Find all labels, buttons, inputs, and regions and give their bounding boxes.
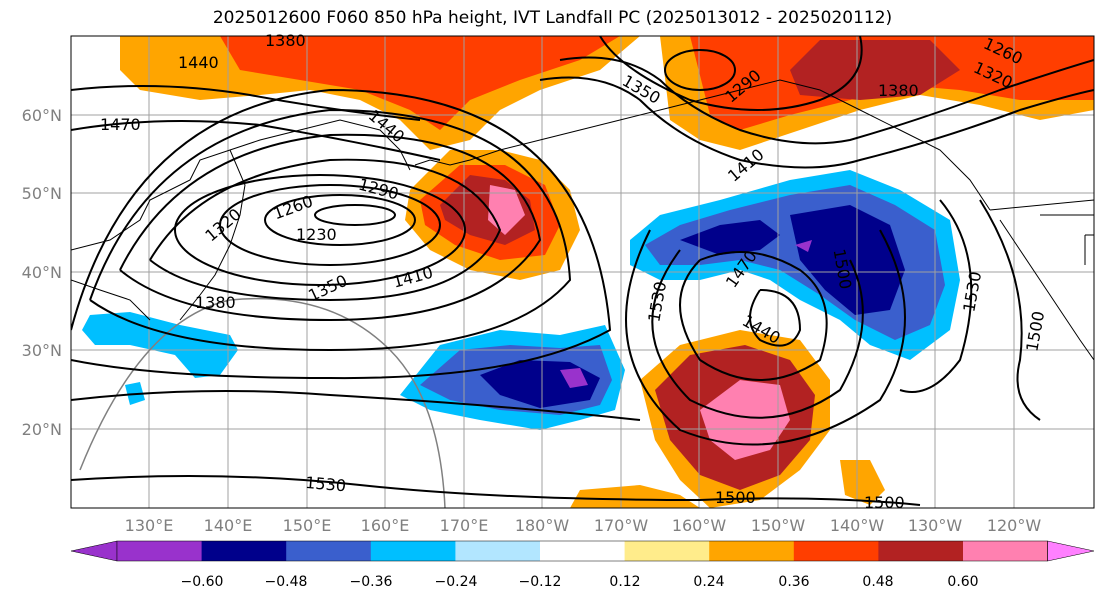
lat-tick: 20°N: [22, 420, 62, 439]
lon-tick: 130°E: [125, 516, 174, 535]
map-title: 2025012600 F060 850 hPa height, IVT Land…: [212, 8, 893, 28]
lat-tick: 50°N: [22, 184, 62, 203]
colorbar-label: −0.48: [265, 574, 308, 590]
contour-label: 1380: [195, 293, 236, 312]
colorbar-segment: [878, 541, 964, 561]
colorbar-label: 0.24: [693, 574, 724, 590]
contour-label: 1380: [265, 31, 306, 50]
lon-tick: 180°W: [515, 516, 570, 535]
lon-tick: 120°W: [987, 516, 1042, 535]
colorbar-label: −0.12: [519, 574, 562, 590]
colorbar-segment: [963, 541, 1049, 561]
colorbar-label: −0.36: [350, 574, 393, 590]
colorbar: [70, 540, 1095, 562]
lon-tick: 150°W: [751, 516, 806, 535]
longitude-axis: 130°E 140°E 150°E 160°E 170°E 180°W 170°…: [125, 516, 1042, 535]
contour-label: 1380: [878, 81, 919, 100]
contour-label: 1440: [178, 53, 219, 72]
colorbar-segment: [624, 541, 710, 561]
lat-tick: 40°N: [22, 263, 62, 282]
contour-label: 1530: [305, 473, 347, 495]
contour-label: 1470: [100, 115, 141, 134]
colorbar-segment: [370, 541, 456, 561]
lon-tick: 140°W: [830, 516, 885, 535]
colorbar-label: 0.48: [862, 574, 893, 590]
colorbar-extend-low: [70, 540, 118, 562]
lon-tick: 160°E: [361, 516, 410, 535]
latitude-axis: 60°N 50°N 40°N 30°N 20°N: [22, 106, 62, 439]
contour-label: 1500: [715, 488, 756, 507]
lon-tick: 160°W: [672, 516, 727, 535]
lon-tick: 170°E: [440, 516, 489, 535]
colorbar-segment: [540, 541, 626, 561]
lon-tick: 140°E: [204, 516, 253, 535]
lon-tick: 170°W: [594, 516, 649, 535]
contour-label: 1500: [864, 493, 905, 512]
colorbar-label: 0.36: [778, 574, 809, 590]
lon-tick: 150°E: [283, 516, 332, 535]
map-border: [70, 35, 1095, 509]
lat-tick: 30°N: [22, 341, 62, 360]
height-contours: [71, 36, 1094, 506]
colorbar-segment: [286, 541, 372, 561]
contour-label: 1230: [296, 225, 337, 244]
region-circle: [79, 297, 446, 508]
colorbar-labels: −0.60 −0.48 −0.36 −0.24 −0.12 0.12 0.24 …: [181, 574, 979, 590]
colorbar-segment: [201, 541, 287, 561]
lat-tick: 60°N: [22, 106, 62, 125]
colorbar-extend-high: [1047, 540, 1095, 562]
colorbar-label: −0.60: [181, 574, 224, 590]
colorbar-segment: [117, 541, 203, 561]
lon-tick: 130°W: [908, 516, 963, 535]
colorbar-label: 0.12: [609, 574, 640, 590]
colorbar-border: [116, 540, 1048, 562]
colorbar-label: −0.24: [435, 574, 478, 590]
colorbar-label: 0.60: [947, 574, 978, 590]
colorbar-segment: [709, 541, 795, 561]
colorbar-segment: [793, 541, 879, 561]
colorbar-segment: [455, 541, 541, 561]
